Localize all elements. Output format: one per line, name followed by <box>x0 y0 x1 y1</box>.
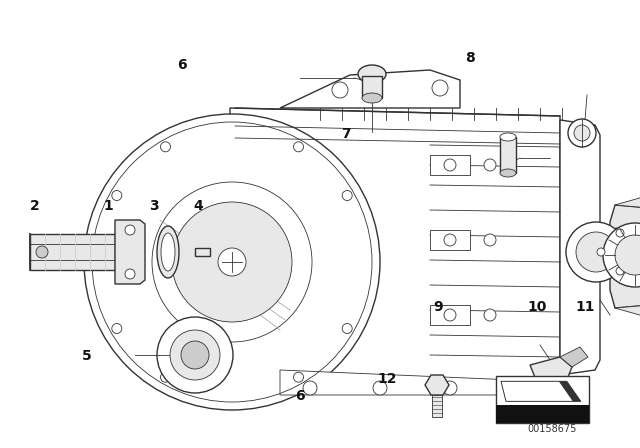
Circle shape <box>294 142 303 152</box>
Circle shape <box>484 234 496 246</box>
Text: 10: 10 <box>528 300 547 314</box>
Circle shape <box>513 381 527 395</box>
Circle shape <box>605 237 635 267</box>
Circle shape <box>157 317 233 393</box>
Ellipse shape <box>358 65 386 83</box>
Ellipse shape <box>157 226 179 278</box>
Polygon shape <box>559 381 581 401</box>
Circle shape <box>603 223 640 287</box>
Polygon shape <box>430 230 470 250</box>
Polygon shape <box>280 70 460 108</box>
Circle shape <box>597 248 605 256</box>
Text: 12: 12 <box>378 371 397 386</box>
Polygon shape <box>560 120 600 375</box>
Polygon shape <box>615 305 640 318</box>
Polygon shape <box>501 381 581 401</box>
Polygon shape <box>610 205 640 308</box>
Circle shape <box>112 190 122 201</box>
Text: 6: 6 <box>294 389 305 404</box>
Circle shape <box>616 229 624 237</box>
Polygon shape <box>430 305 470 325</box>
Bar <box>496 405 589 423</box>
Text: 8: 8 <box>465 51 476 65</box>
Circle shape <box>596 228 640 276</box>
Circle shape <box>161 372 170 382</box>
Text: 5: 5 <box>81 349 92 363</box>
Circle shape <box>444 234 456 246</box>
Polygon shape <box>560 347 588 367</box>
Ellipse shape <box>500 169 516 177</box>
Circle shape <box>181 341 209 369</box>
Circle shape <box>294 372 303 382</box>
Circle shape <box>125 269 135 279</box>
Text: 11: 11 <box>576 300 595 314</box>
Circle shape <box>484 159 496 171</box>
Circle shape <box>112 323 122 333</box>
Circle shape <box>373 381 387 395</box>
Polygon shape <box>430 155 470 175</box>
Circle shape <box>484 309 496 321</box>
Circle shape <box>615 235 640 275</box>
Circle shape <box>218 248 246 276</box>
Bar <box>496 376 589 423</box>
Polygon shape <box>280 370 560 395</box>
Circle shape <box>342 190 352 201</box>
Circle shape <box>432 80 448 96</box>
Ellipse shape <box>566 222 626 282</box>
Text: 00158675: 00158675 <box>527 424 577 434</box>
Text: 2: 2 <box>30 199 40 213</box>
Circle shape <box>125 225 135 235</box>
Circle shape <box>152 182 312 342</box>
Ellipse shape <box>161 233 175 271</box>
Circle shape <box>635 248 640 256</box>
Ellipse shape <box>362 93 382 103</box>
Ellipse shape <box>568 119 596 147</box>
Text: 9: 9 <box>433 300 444 314</box>
Polygon shape <box>115 220 145 284</box>
Bar <box>432 395 442 417</box>
Text: 7: 7 <box>340 127 351 142</box>
Bar <box>500 137 516 173</box>
Polygon shape <box>195 248 210 256</box>
Circle shape <box>84 114 380 410</box>
Text: 4: 4 <box>193 199 204 213</box>
Circle shape <box>170 330 220 380</box>
Polygon shape <box>615 195 640 208</box>
Bar <box>362 76 382 98</box>
Ellipse shape <box>574 125 590 141</box>
Circle shape <box>303 381 317 395</box>
Circle shape <box>342 323 352 333</box>
Text: 6: 6 <box>177 58 188 72</box>
Text: 3: 3 <box>148 199 159 213</box>
Circle shape <box>172 202 292 322</box>
Text: 1: 1 <box>104 199 114 213</box>
Circle shape <box>444 309 456 321</box>
Polygon shape <box>230 108 560 390</box>
Polygon shape <box>530 357 572 385</box>
Circle shape <box>616 267 624 275</box>
Circle shape <box>332 82 348 98</box>
Circle shape <box>161 142 170 152</box>
Ellipse shape <box>500 133 516 141</box>
Polygon shape <box>425 375 449 395</box>
Circle shape <box>444 159 456 171</box>
Ellipse shape <box>576 232 616 272</box>
Circle shape <box>443 381 457 395</box>
Circle shape <box>36 246 48 258</box>
Polygon shape <box>30 234 115 270</box>
